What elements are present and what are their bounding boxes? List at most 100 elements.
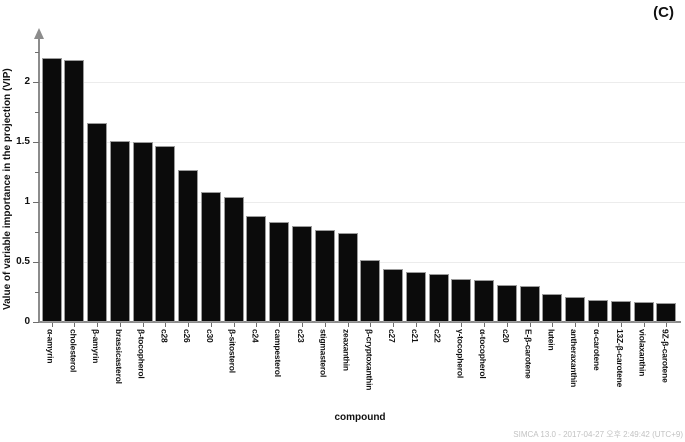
x-tick (74, 323, 76, 327)
y-tick-label: 0 (24, 316, 30, 327)
bar-β-cryptoxanthin (360, 259, 381, 322)
x-tick-label: c20 (500, 329, 511, 343)
x-tick (142, 323, 144, 327)
bar-13Z-β-carotene (610, 301, 631, 322)
bar-c23 (291, 226, 312, 322)
bar-cholesterol (64, 60, 85, 322)
y-axis-title: Value of variable importance in the proj… (2, 68, 13, 310)
x-tick (620, 323, 622, 327)
y-axis-arrow-icon (34, 28, 44, 39)
bar-c22 (428, 274, 449, 322)
bar-β-tocopherol (132, 142, 153, 322)
x-tick-label: brassicasterol (113, 329, 124, 384)
x-tick (301, 323, 303, 327)
bar-c26 (178, 169, 199, 322)
y-tick-minor (35, 232, 39, 233)
bar-zeaxanthin (337, 233, 358, 322)
panel-letter-label: (C) (653, 4, 674, 21)
x-tick-label: c28 (159, 329, 170, 343)
x-tick-label: antheraxanthin (569, 329, 580, 388)
y-tick-major (33, 202, 39, 203)
x-tick-label: c22 (432, 329, 443, 343)
bar-c27 (383, 269, 404, 322)
x-tick-label: 13Z-β-carotene (614, 329, 625, 388)
x-tick-label: violaxanthin (637, 329, 648, 377)
x-tick-label: c23 (295, 329, 306, 343)
x-tick-label: cholesterol (68, 329, 79, 373)
bar-γ-tocopherol (451, 278, 472, 322)
x-tick-label: c26 (182, 329, 193, 343)
x-tick-label: lutein (546, 329, 557, 351)
x-tick (575, 323, 577, 327)
x-tick-label: β-tocopherol (136, 329, 147, 379)
y-tick-label: 2 (24, 76, 30, 87)
y-tick-major (33, 322, 39, 323)
simca-watermark: SIMCA 13.0 - 2017-04-27 오후 2:49:42 (UTC+… (513, 430, 683, 439)
x-tick (597, 323, 599, 327)
y-tick-label: 1 (24, 196, 30, 207)
x-tick (233, 323, 235, 327)
x-tick-label: γ-tocopherol (455, 329, 466, 379)
x-tick-label: c27 (387, 329, 398, 343)
x-tick-label: 9Z-β-carotene (660, 329, 671, 383)
x-tick (119, 323, 121, 327)
x-tick (461, 323, 463, 327)
gridline (40, 82, 685, 83)
x-tick-label: zeaxanthin (341, 329, 352, 371)
y-tick-minor (35, 52, 39, 53)
x-tick (393, 323, 395, 327)
x-tick-label: β-cryptoxanthin (364, 329, 375, 391)
x-tick-label: campesterol (273, 329, 284, 377)
x-tick (506, 323, 508, 327)
y-axis-line (38, 38, 40, 322)
bar-brassicasterol (109, 140, 130, 322)
x-tick-label: α-carotene (591, 329, 602, 371)
gridline (40, 202, 685, 203)
gridline (40, 142, 685, 143)
x-tick-label: β-sitosterol (227, 329, 238, 373)
bar-violaxanthin (633, 302, 654, 322)
x-tick-label: c21 (409, 329, 420, 343)
y-tick-minor (35, 292, 39, 293)
y-tick-label: 1.5 (16, 136, 30, 147)
bar-campesterol (269, 222, 290, 322)
x-tick-label: c24 (250, 329, 261, 343)
x-tick (188, 323, 190, 327)
x-tick (347, 323, 349, 327)
x-tick-label: E-β-carotene (523, 329, 534, 379)
bar-β-sitosterol (223, 197, 244, 322)
x-tick (415, 323, 417, 327)
bar-stigmasterol (314, 229, 335, 322)
x-axis-line (38, 321, 681, 323)
bar-E-β-carotene (519, 286, 540, 322)
x-tick (51, 323, 53, 327)
y-tick-major (33, 82, 39, 83)
x-tick (552, 323, 554, 327)
x-tick (370, 323, 372, 327)
x-tick-label: α-amyrin (45, 329, 56, 364)
x-tick (666, 323, 668, 327)
bar-α-carotene (587, 300, 608, 322)
x-tick-label: β-amyrin (91, 329, 102, 364)
y-tick-minor (35, 172, 39, 173)
bar-c24 (246, 216, 267, 322)
bar-c28 (155, 145, 176, 322)
x-tick-label: stigmasterol (318, 329, 329, 378)
bar-c21 (405, 271, 426, 322)
bar-antheraxanthin (565, 296, 586, 322)
bar-c20 (496, 284, 517, 322)
y-tick-major (33, 262, 39, 263)
bar-lutein (542, 294, 563, 322)
bar-α-tocopherol (474, 280, 495, 322)
y-tick-label: 0.5 (16, 256, 30, 267)
x-tick (529, 323, 531, 327)
x-tick (279, 323, 281, 327)
y-tick-minor (35, 112, 39, 113)
x-tick-label: c30 (204, 329, 215, 343)
bar-9Z-β-carotene (656, 303, 677, 322)
y-tick-major (33, 142, 39, 143)
bar-β-amyrin (87, 122, 108, 322)
x-tick-label: α-tocopherol (478, 329, 489, 379)
